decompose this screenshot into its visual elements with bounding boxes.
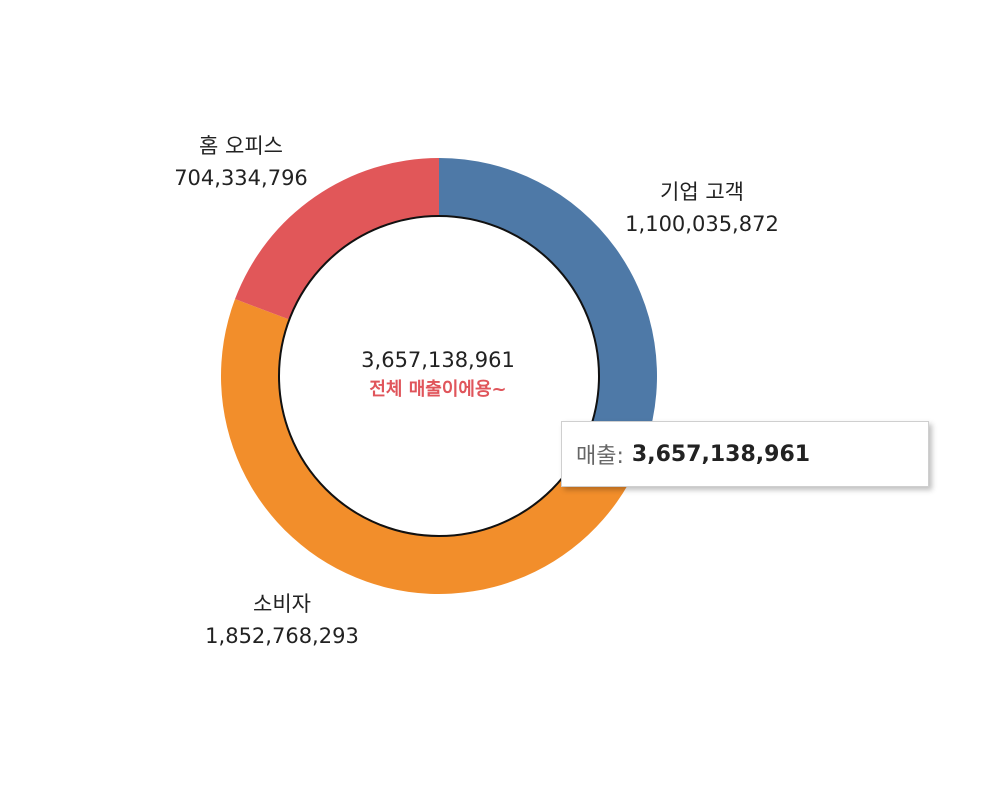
segment-value: 1,852,768,293 (205, 624, 359, 648)
donut-center-text: 3,657,138,961 전체 매출이에용~ (338, 344, 538, 404)
tooltip-value: 3,657,138,961 (631, 441, 811, 467)
segment-name: 기업 고객 (660, 180, 744, 204)
segment-name: 홈 오피스 (199, 134, 283, 158)
segment-value: 1,100,035,872 (625, 212, 779, 236)
segment-label-consumer: 소비자 1,852,768,293 (172, 588, 392, 652)
total-caption: 전체 매출이에용~ (369, 379, 507, 400)
tooltip-key: 매출: (576, 444, 624, 469)
donut-center-hole (278, 215, 600, 537)
segment-label-home-office: 홈 오피스 704,334,796 (131, 130, 351, 194)
segment-consumer[interactable] (220, 299, 646, 595)
total-value: 3,657,138,961 (361, 348, 515, 372)
tooltip: 매출: 3,657,138,961 (561, 421, 929, 487)
segment-label-corporate: 기업 고객 1,100,035,872 (592, 176, 812, 240)
donut-segments (220, 158, 657, 595)
segment-value: 704,334,796 (174, 166, 308, 190)
segment-corporate[interactable] (439, 158, 657, 445)
segment-home-office[interactable] (235, 158, 439, 320)
segment-name: 소비자 (253, 592, 311, 616)
